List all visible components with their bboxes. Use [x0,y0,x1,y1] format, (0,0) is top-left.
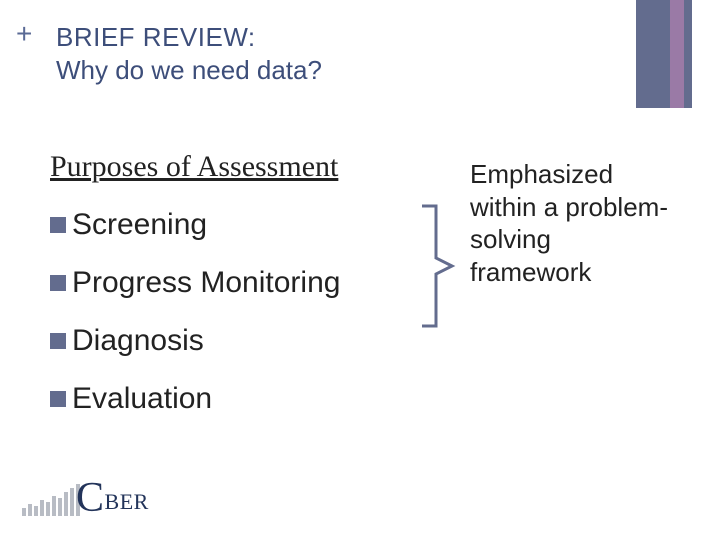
decor-bar [636,0,670,108]
bullet-marker-icon [50,275,66,291]
logo-bar [52,496,56,516]
plus-decor: + [16,18,32,50]
bullet-label: Screening [72,208,207,242]
logo-rest: BER [105,489,149,514]
logo-bar [40,500,44,516]
logo-bar [34,506,38,516]
logo-bar [22,508,26,516]
corner-bars-decor [636,0,692,108]
bullet-marker-icon [50,333,66,349]
decor-bar [684,0,692,108]
logo-bars-icon [22,484,80,516]
bullet-marker-icon [50,391,66,407]
logo-text: CBER [76,474,149,522]
bullet-item: Screening [50,208,340,242]
bullet-item: Evaluation [50,382,340,416]
callout-text: Emphasized within a problem-solving fram… [470,158,670,288]
cber-logo: CBER [22,474,149,522]
bullet-item: Progress Monitoring [50,266,340,300]
bullet-marker-icon [50,217,66,233]
bullet-label: Evaluation [72,382,212,416]
logo-bar [46,502,50,516]
logo-bar [58,498,62,516]
slide-title: BRIEF REVIEW: Why do we need data? [56,22,322,86]
bullet-label: Diagnosis [72,324,204,358]
title-line-1: BRIEF REVIEW: [56,22,322,53]
subheading: Purposes of Assessment [50,150,338,184]
title-line-2: Why do we need data? [56,55,322,86]
bullet-label: Progress Monitoring [72,266,340,300]
logo-bar [70,488,74,516]
logo-bar [28,504,32,516]
bracket-icon [418,202,458,330]
logo-bar [64,492,68,516]
bracket-path [422,206,452,326]
decor-bar [670,0,684,108]
bullet-item: Diagnosis [50,324,340,358]
bullet-list: Screening Progress Monitoring Diagnosis Eva… [50,208,340,440]
logo-big-letter: C [76,475,105,521]
